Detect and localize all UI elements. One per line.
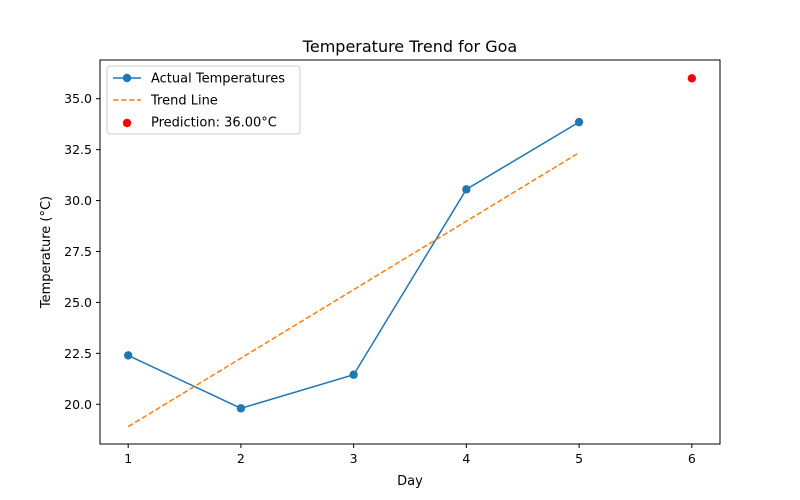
chart-title: Temperature Trend for Goa <box>302 37 517 56</box>
y-tick-label: 32.5 <box>64 142 92 157</box>
legend-marker <box>122 118 132 128</box>
legend-label: Prediction: 36.00°C <box>151 116 277 131</box>
y-tick-label: 30.0 <box>64 193 92 208</box>
x-axis-label: Day <box>397 474 423 489</box>
data-point <box>236 404 246 413</box>
x-tick-label: 1 <box>124 451 132 466</box>
x-tick-label: 2 <box>237 451 245 466</box>
y-tick-label: 25.0 <box>64 295 92 310</box>
x-tick-label: 4 <box>462 451 470 466</box>
legend-box <box>106 65 301 135</box>
data-point <box>462 185 471 194</box>
x-axis: 1 2 3 4 5 6 <box>124 444 696 466</box>
legend-label: Actual Temperatures <box>151 72 285 87</box>
series-line-1 <box>127 152 580 428</box>
data-point <box>349 370 358 379</box>
y-tick-label: 20.0 <box>64 397 92 412</box>
legend: Actual Temperatures Trend Line Prediction:… <box>106 65 301 135</box>
plot-series <box>123 74 697 428</box>
legend-marker <box>122 73 132 83</box>
legend-label: Trend Line <box>150 94 218 109</box>
data-point <box>574 117 584 127</box>
x-tick-label: 5 <box>575 451 583 466</box>
plot-frame <box>99 59 721 445</box>
y-axis-label: Temperature (°C) <box>39 196 54 309</box>
y-tick-label: 22.5 <box>64 346 92 361</box>
series-line-0 <box>127 121 580 410</box>
x-tick-label: 3 <box>350 451 358 466</box>
data-point <box>123 351 133 360</box>
y-tick-label: 27.5 <box>64 244 92 259</box>
x-tick-label: 6 <box>688 451 696 466</box>
y-tick-label: 35.0 <box>64 91 92 106</box>
y-axis: 20.0 22.5 25.0 27.5 30.0 32.5 35.0 <box>64 91 100 412</box>
prediction-point <box>687 74 697 83</box>
